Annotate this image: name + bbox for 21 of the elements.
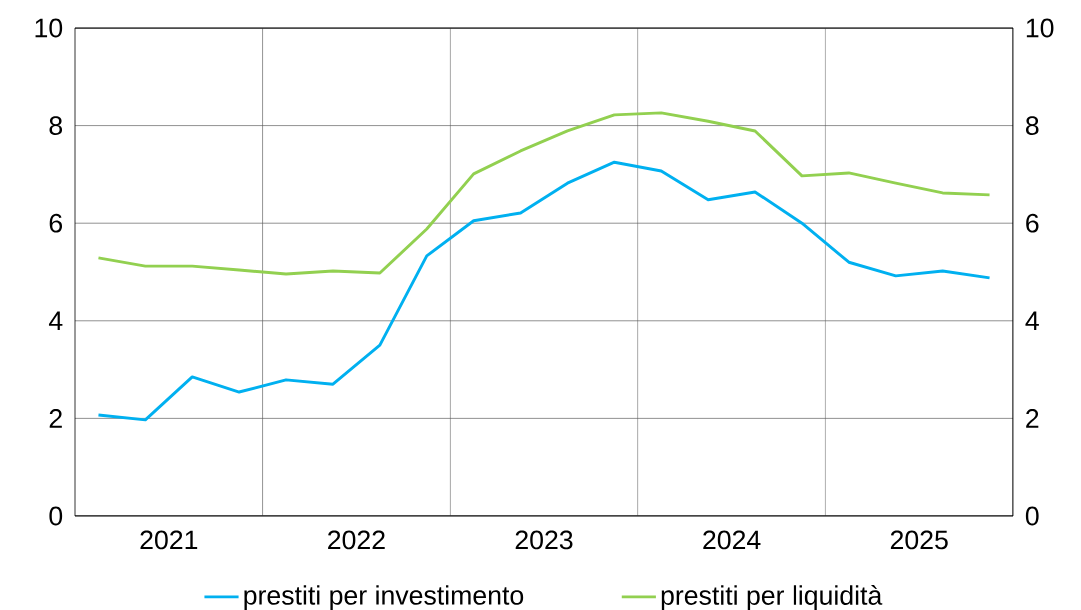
y-tick-label: 8 (49, 116, 63, 136)
y-tick-label: 10 (35, 18, 63, 38)
y2-tick-label: 2 (1026, 409, 1039, 428)
legend-label: prestiti per investimento (244, 585, 524, 610)
line-series (96, 160, 992, 422)
x-tick-label: 2024 (703, 530, 761, 550)
line-series (96, 111, 992, 276)
y2-tick-label: 0 (1025, 506, 1039, 526)
y2-tick-label: 10 (1026, 18, 1054, 38)
x-tick-label: 2023 (515, 530, 573, 550)
y-tick-label: 2 (49, 409, 62, 428)
y2-tick-label: 8 (1025, 116, 1039, 136)
y-tick-label: 6 (49, 213, 63, 233)
x-tick-label: 2022 (328, 530, 385, 550)
y2-tick-label: 4 (1025, 311, 1039, 330)
legend-label: prestiti per liquidità (661, 585, 883, 610)
x-tick-label: 2021 (140, 530, 198, 550)
y2-tick-label: 6 (1026, 213, 1039, 233)
y-tick-label: 4 (48, 311, 63, 330)
y-tick-label: 0 (49, 506, 63, 526)
x-tick-label: 2025 (890, 530, 948, 550)
